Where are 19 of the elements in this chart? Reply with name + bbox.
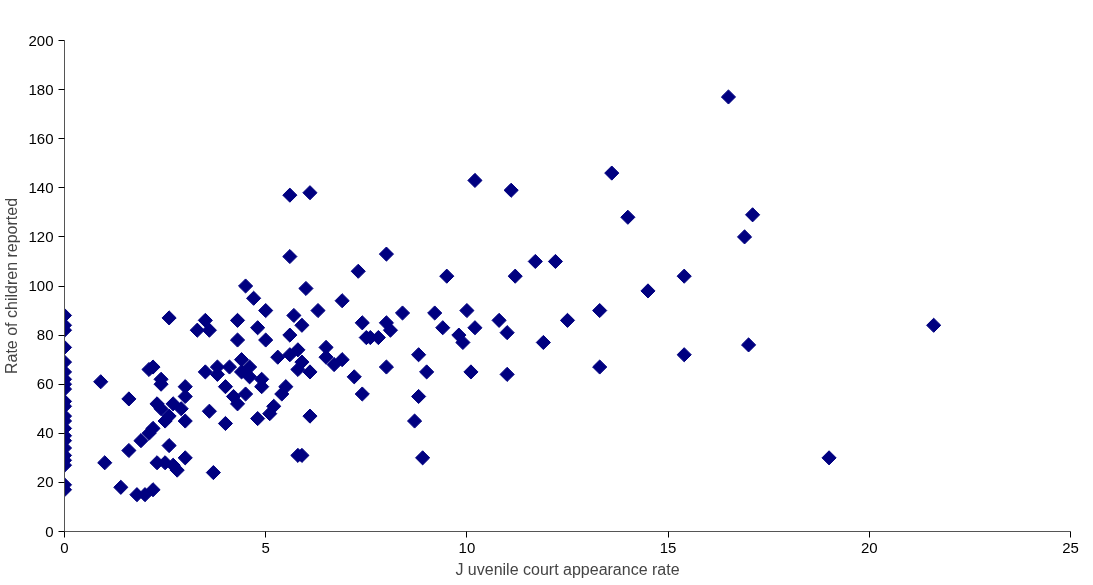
y-tick-label: 20 [36, 473, 54, 491]
y-tick-label: 60 [36, 375, 54, 393]
x-axis-title: J uvenile court appearance rate [455, 560, 680, 578]
y-tick-label: 200 [28, 31, 54, 49]
y-tick-label: 120 [28, 227, 54, 245]
y-tick-label: 180 [28, 80, 54, 98]
y-axis-title: Rate of children reported [3, 197, 21, 375]
y-tick-label: 0 [45, 522, 54, 540]
x-tick-label: 25 [1062, 538, 1079, 556]
x-tick-label: 5 [261, 538, 270, 556]
x-tick-label: 10 [458, 538, 476, 556]
y-tick-label: 100 [28, 277, 54, 294]
x-tick-label: 20 [860, 538, 878, 556]
x-tick-label: 0 [60, 538, 69, 556]
y-tick-label: 140 [28, 178, 54, 196]
y-tick-label: 80 [36, 326, 54, 344]
x-tick-label: 15 [659, 538, 677, 556]
y-tick-label: 40 [36, 424, 54, 442]
y-tick-label: 160 [28, 129, 54, 147]
